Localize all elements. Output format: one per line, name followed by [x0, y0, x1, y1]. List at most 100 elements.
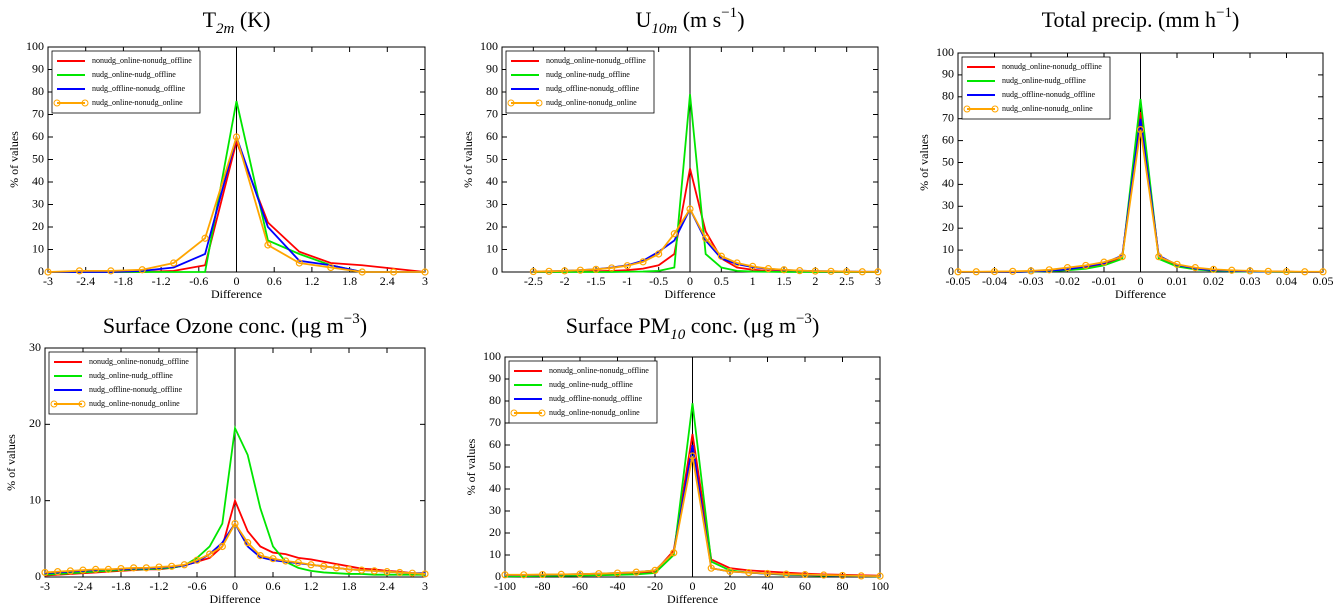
point-marker	[655, 250, 663, 258]
y-tick-label: 100	[26, 39, 44, 53]
x-tick-label: 1	[750, 274, 756, 288]
x-tick-label: 0.6	[266, 579, 281, 593]
point-marker	[651, 566, 659, 575]
title-part: (K)	[234, 7, 270, 32]
title-part: 10m	[651, 21, 677, 37]
point-marker	[670, 230, 678, 238]
point-marker	[707, 564, 715, 572]
chart-title: T2m (K)	[203, 7, 271, 37]
y-tick-label: 60	[942, 132, 954, 146]
point-marker	[1155, 253, 1163, 261]
y-tick-label: 70	[942, 110, 954, 124]
title-part: )	[1232, 7, 1239, 32]
point-marker	[717, 252, 725, 260]
legend-label: nudg_online-nonudg_online	[549, 408, 640, 417]
x-tick-label: -2	[560, 274, 570, 288]
point-marker	[545, 267, 553, 275]
chart-title: Total precip. (mm h−1)	[1042, 5, 1240, 32]
y-tick-label: 40	[32, 174, 44, 188]
series-line	[44, 425, 425, 576]
y-tick-label: 30	[32, 196, 44, 210]
y-tick-label: 100	[483, 349, 501, 363]
x-tick-label: -1.5	[587, 274, 606, 288]
point-marker	[201, 234, 209, 242]
point-marker	[1191, 264, 1199, 272]
x-tick-label: -1.2	[150, 579, 169, 593]
point-marker	[561, 267, 569, 275]
point-marker	[954, 268, 962, 276]
point-marker	[193, 556, 201, 564]
point-marker	[592, 265, 600, 273]
legend-label: nudg_offline-nonudg_offline	[92, 84, 185, 93]
legend-label: nudg_online-nudg_offline	[92, 70, 176, 79]
x-tick-label: -1.2	[152, 274, 171, 288]
x-tick-label: 2.4	[380, 274, 395, 288]
point-marker	[1173, 260, 1181, 268]
point-marker	[358, 566, 366, 574]
legend-label: nudg_offline-nonudg_offline	[546, 84, 639, 93]
legend-marker	[81, 99, 89, 107]
legend-label: nudg_online-nudg_offline	[89, 371, 173, 380]
point-marker	[838, 571, 847, 580]
title-part: 10	[670, 327, 686, 343]
y-tick-label: 80	[486, 84, 498, 98]
x-tick-label: -1	[622, 274, 632, 288]
y-tick-label: 10	[32, 241, 44, 255]
point-marker	[763, 569, 772, 578]
y-tick-label: 80	[32, 84, 44, 98]
x-axis-label: Difference	[211, 287, 262, 301]
x-tick-label: 80	[837, 579, 849, 593]
point-marker	[104, 565, 112, 573]
legend-label: nonudg_online-nonudg_offline	[92, 56, 192, 65]
series-line	[47, 133, 425, 273]
point-marker	[811, 267, 819, 275]
x-tick-label: 1.5	[777, 274, 792, 288]
point-marker	[206, 550, 214, 558]
point-marker	[857, 572, 865, 580]
y-tick-label: 30	[486, 196, 498, 210]
y-tick-label: 20	[942, 220, 954, 234]
y-tick-label: 90	[486, 61, 498, 75]
y-tick-label: 50	[942, 154, 954, 168]
series-line	[533, 206, 878, 273]
point-marker	[623, 262, 631, 270]
chart-title: Surface PM10 conc. (μg m−3)	[566, 311, 820, 343]
y-tick-label: 80	[489, 393, 501, 407]
y-tick-label: 20	[29, 416, 41, 430]
point-marker	[1045, 266, 1053, 274]
x-tick-label: -0.5	[649, 274, 668, 288]
point-marker	[1118, 253, 1126, 261]
point-marker	[796, 267, 804, 275]
point-marker	[244, 539, 252, 547]
point-marker	[613, 569, 622, 577]
title-part: Surface Ozone conc. (μg m	[103, 313, 344, 338]
title-part: conc. (μg m	[685, 313, 796, 338]
x-tick-label: 2.4	[380, 579, 395, 593]
legend-label: nonudg_online-nonudg_offline	[549, 366, 649, 375]
legend-marker	[535, 99, 543, 107]
point-marker	[75, 267, 84, 275]
point-marker	[632, 568, 640, 576]
legend: nonudg_online-nonudg_offline nudg_online-…	[505, 50, 655, 114]
point-marker	[670, 549, 678, 557]
point-marker	[92, 565, 100, 573]
point-marker	[874, 268, 882, 276]
y-tick-label: 40	[942, 176, 954, 190]
x-tick-label: 1.8	[342, 274, 357, 288]
point-marker	[595, 570, 603, 578]
x-tick-label: 0	[690, 579, 696, 593]
y-tick-label: 50	[486, 151, 498, 165]
point-marker	[733, 259, 741, 267]
title-part: Surface PM	[566, 313, 670, 338]
legend-label: nudg_online-nudg_offline	[549, 380, 633, 389]
y-tick-label: 90	[489, 371, 501, 385]
point-marker	[44, 268, 52, 276]
title-part: −1	[721, 5, 737, 21]
y-tick-label: 30	[942, 198, 954, 212]
point-marker	[421, 268, 429, 276]
point-marker	[639, 258, 647, 266]
y-tick-label: 60	[486, 129, 498, 143]
title-part: −3	[796, 311, 812, 327]
